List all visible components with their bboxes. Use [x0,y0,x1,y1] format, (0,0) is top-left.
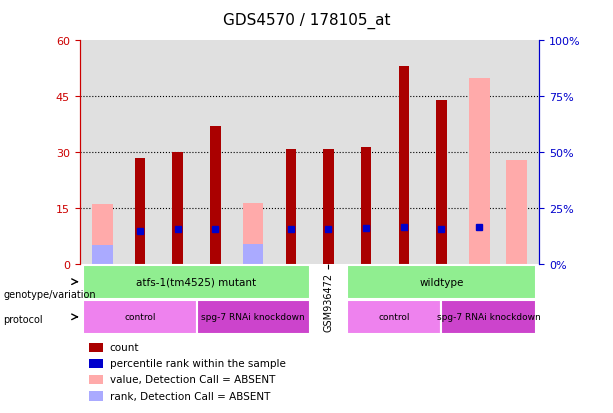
Bar [286,149,296,264]
Text: spg-7 RNAi knockdown: spg-7 RNAi knockdown [436,313,541,322]
Bar [89,392,103,401]
Text: GDS4570 / 178105_at: GDS4570 / 178105_at [223,13,390,29]
Bar [83,265,310,299]
Bar [323,149,333,264]
Bar [83,300,197,334]
Bar [172,153,183,264]
Text: rank, Detection Call = ABSENT: rank, Detection Call = ABSENT [110,391,270,401]
Bar [197,300,310,334]
Bar [436,101,447,264]
Text: value, Detection Call = ABSENT: value, Detection Call = ABSENT [110,375,275,385]
Bar [469,78,490,264]
Text: wildtype: wildtype [419,277,463,287]
Text: control: control [124,313,156,322]
Text: atfs-1(tm4525) mutant: atfs-1(tm4525) mutant [137,277,257,287]
Bar [92,205,113,264]
Text: count: count [110,342,139,352]
Text: percentile rank within the sample: percentile rank within the sample [110,358,286,368]
Bar [92,245,113,264]
Bar [210,127,221,264]
Bar [441,300,536,334]
Bar [398,67,409,264]
Bar [347,300,441,334]
Bar [506,160,527,264]
Text: spg-7 RNAi knockdown: spg-7 RNAi knockdown [201,313,305,322]
Text: control: control [379,313,410,322]
Bar [361,147,371,264]
Text: genotype/variation: genotype/variation [3,290,96,299]
Bar [89,375,103,385]
Bar [243,203,264,264]
Bar [89,343,103,352]
Bar [347,265,536,299]
Bar [243,244,264,264]
Bar [135,159,145,264]
Bar [89,359,103,368]
Text: protocol: protocol [3,314,43,324]
